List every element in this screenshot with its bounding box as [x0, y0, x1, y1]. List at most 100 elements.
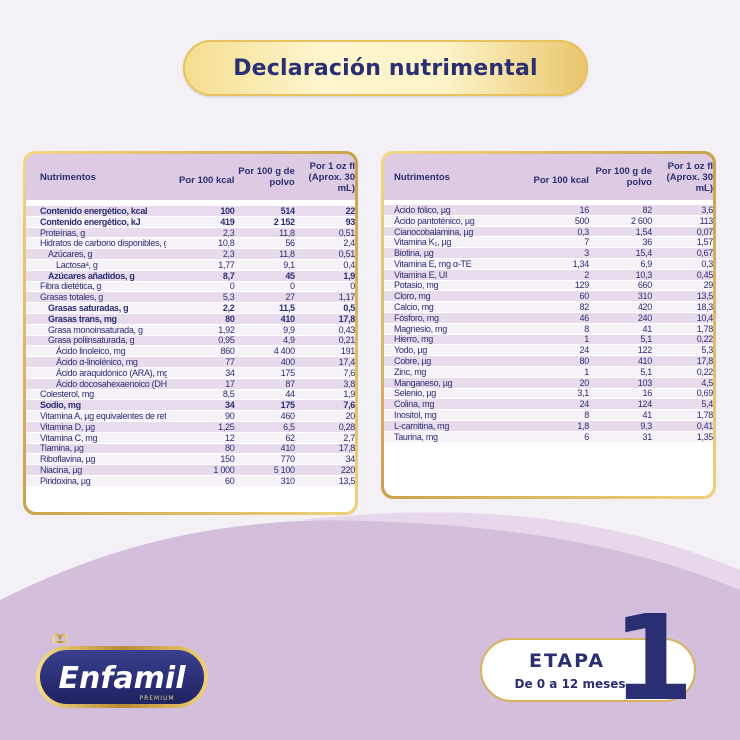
value-per-oz: 17,8 [338, 443, 355, 454]
value-per-100g: 9,9 [283, 324, 295, 335]
nutrient-name: Fósforo, mg [394, 312, 439, 323]
right-nutrition-table: Nutrimentos Por 100 kcal Por 100 g de po… [384, 154, 713, 496]
value-per-100g: 410 [280, 313, 295, 324]
value-per-100kcal: 34 [225, 367, 235, 378]
nutrient-name: Ácido docosahexaenoico (DHA), mg [56, 378, 167, 389]
table-row: Biotina, µg 3 15,4 0,67 [384, 248, 713, 259]
table-row: Ácido araquidónico (ARA), mg 34 175 7,6 [26, 368, 355, 379]
value-per-oz: 34 [345, 454, 355, 465]
nutrient-name: Biotina, µg [394, 248, 434, 259]
header-per-100g: Por 100 g de polvo [238, 166, 295, 188]
nutrient-name: Niacina, µg [40, 465, 82, 476]
value-per-100g: 770 [280, 454, 295, 465]
table-row: Manganeso, µg 20 103 4,5 [384, 378, 713, 389]
table-row: Colina, mg 24 124 5,4 [384, 399, 713, 411]
left-table-rows: Contenido energético, kcal 100 514 22 Conten… [26, 206, 355, 487]
value-per-oz: 1,57 [696, 237, 713, 248]
value-per-oz: 17,8 [338, 313, 355, 324]
value-per-100kcal: 2,3 [222, 227, 235, 238]
value-per-100g: 310 [280, 475, 295, 486]
value-per-oz: 113 [699, 215, 713, 226]
table-row: Grasas trans, mg 80 410 17,8 [26, 314, 355, 325]
table-row: Fósforo, mg 46 240 10,4 [384, 313, 713, 324]
nutrient-name: Inositol, mg [394, 410, 437, 421]
right-table-header: Nutrimentos Por 100 kcal Por 100 g de po… [384, 154, 713, 203]
value-per-oz: 0,51 [338, 249, 355, 260]
table-row: Ácido fólico, µg 16 82 3,6 [384, 205, 713, 216]
nutrient-name: Riboflavina, µg [40, 454, 96, 465]
value-per-oz: 10,4 [696, 312, 713, 323]
table-row: Piridoxina, µg 60 310 13,5 [26, 476, 355, 487]
value-per-100kcal: 1,25 [218, 421, 235, 432]
value-per-oz: 0,45 [696, 269, 713, 280]
nutrient-name: Grasas trans, mg [48, 313, 117, 324]
value-per-100kcal: 34 [225, 400, 235, 411]
value-per-100g: 9,3 [640, 420, 652, 431]
nutrient-name: Vitamina E, mg α-TE [394, 258, 472, 269]
value-per-100g: 4 400 [273, 346, 295, 357]
left-nutrition-table: Nutrimentos Por 100 kcal Por 100 g de po… [26, 154, 355, 512]
value-per-100g: 6,9 [640, 258, 652, 269]
value-per-oz: 0,3 [701, 258, 713, 269]
value-per-oz: 1,78 [696, 323, 713, 334]
value-per-oz: 5,3 [701, 345, 713, 356]
nutrient-name: Ácido pantoténico, µg [394, 215, 475, 226]
nutrient-name: Cianocobalamina, µg [394, 226, 474, 237]
table-row: L-carnitina, mg 1,8 9,3 0,41 [384, 421, 713, 432]
header-per-oz: Por 1 oz fl (Aprox. 30 mL) [308, 160, 355, 194]
nutrient-name: Cobre, µg [394, 356, 432, 367]
header-nutrimentos: Nutrimentos [40, 171, 96, 183]
table-row: Magnesio, mg 8 41 1,78 [384, 324, 713, 335]
value-per-oz: 20 [345, 411, 355, 422]
header-per-100g: Por 100 g de polvo [595, 166, 652, 188]
value-per-100kcal: 0 [229, 281, 235, 292]
value-per-100kcal: 0,95 [218, 335, 235, 346]
value-per-100g: 5,1 [640, 366, 652, 377]
value-per-100g: 15,4 [635, 248, 653, 259]
table-row: Taurina, mg 6 31 1,35 [384, 432, 713, 443]
nutrient-name: Selenio, µg [394, 388, 436, 399]
nutrient-name: Taurina, mg [394, 431, 438, 442]
value-per-100kcal: 80 [225, 443, 235, 454]
nutrient-name: Vitamina D, µg [40, 421, 95, 432]
nutrient-name: L-carnitina, mg [394, 420, 450, 431]
value-per-oz: 93 [345, 216, 355, 227]
table-row: Zinc, mg 1 5,1 0,22 [384, 367, 713, 378]
nutrient-name: Zinc, mg [394, 366, 427, 377]
value-per-100g: 45 [285, 270, 295, 281]
nutrient-name: Potasio, mg [394, 280, 439, 291]
value-per-100g: 240 [637, 312, 652, 323]
table-row: Vitamina D, µg 1,25 6,5 0,28 [26, 422, 355, 433]
value-per-oz: 22 [345, 205, 355, 216]
table-row: Hierro, mg 1 5,1 0,22 [384, 334, 713, 346]
nutrient-name: Hidratos de carbono disponibles, g [40, 238, 167, 249]
value-per-100g: 122 [637, 345, 652, 356]
title-banner: Declaración nutrimental [183, 40, 588, 96]
value-per-100g: 1,54 [635, 226, 653, 237]
table-row: Yodo, µg 24 122 5,3 [384, 345, 713, 357]
value-per-100kcal: 8,5 [222, 389, 235, 400]
value-per-100g: 175 [280, 400, 295, 411]
nutrient-name: Vitamina K₁, µg [394, 237, 452, 248]
table-row: Selenio, µg 3,1 16 0,69 [384, 388, 713, 400]
nutrient-name: Ácido araquidónico (ARA), mg [56, 367, 167, 378]
table-row: Ácido docosahexaenoico (DHA), mg 17 87 3,8 [26, 379, 355, 390]
value-per-100kcal: 90 [225, 411, 235, 422]
value-per-100g: 9,1 [283, 259, 295, 270]
value-per-oz: 7,6 [343, 400, 355, 411]
value-per-100g: 11,5 [278, 303, 295, 314]
value-per-100g: 62 [285, 432, 295, 443]
value-per-100kcal: 1,77 [218, 259, 235, 270]
table-row: Inositol, mg 8 41 1,78 [384, 410, 713, 421]
nutrient-name: Grasas totales, g [40, 292, 103, 303]
value-per-oz: 29 [703, 280, 713, 291]
value-per-100g: 410 [280, 443, 295, 454]
value-per-100g: 310 [637, 291, 652, 302]
header-per-100kcal: Por 100 kcal [533, 174, 589, 186]
nutrient-name: Magnesio, mg [394, 323, 447, 334]
table-row: Vitamina A, µg equivalentes de retinol 90… [26, 411, 355, 422]
value-per-oz: 0,51 [338, 227, 355, 238]
value-per-oz: 3,6 [701, 204, 713, 215]
nutrient-name: Vitamina C, mg [40, 432, 98, 443]
value-per-100kcal: 17 [225, 378, 235, 389]
